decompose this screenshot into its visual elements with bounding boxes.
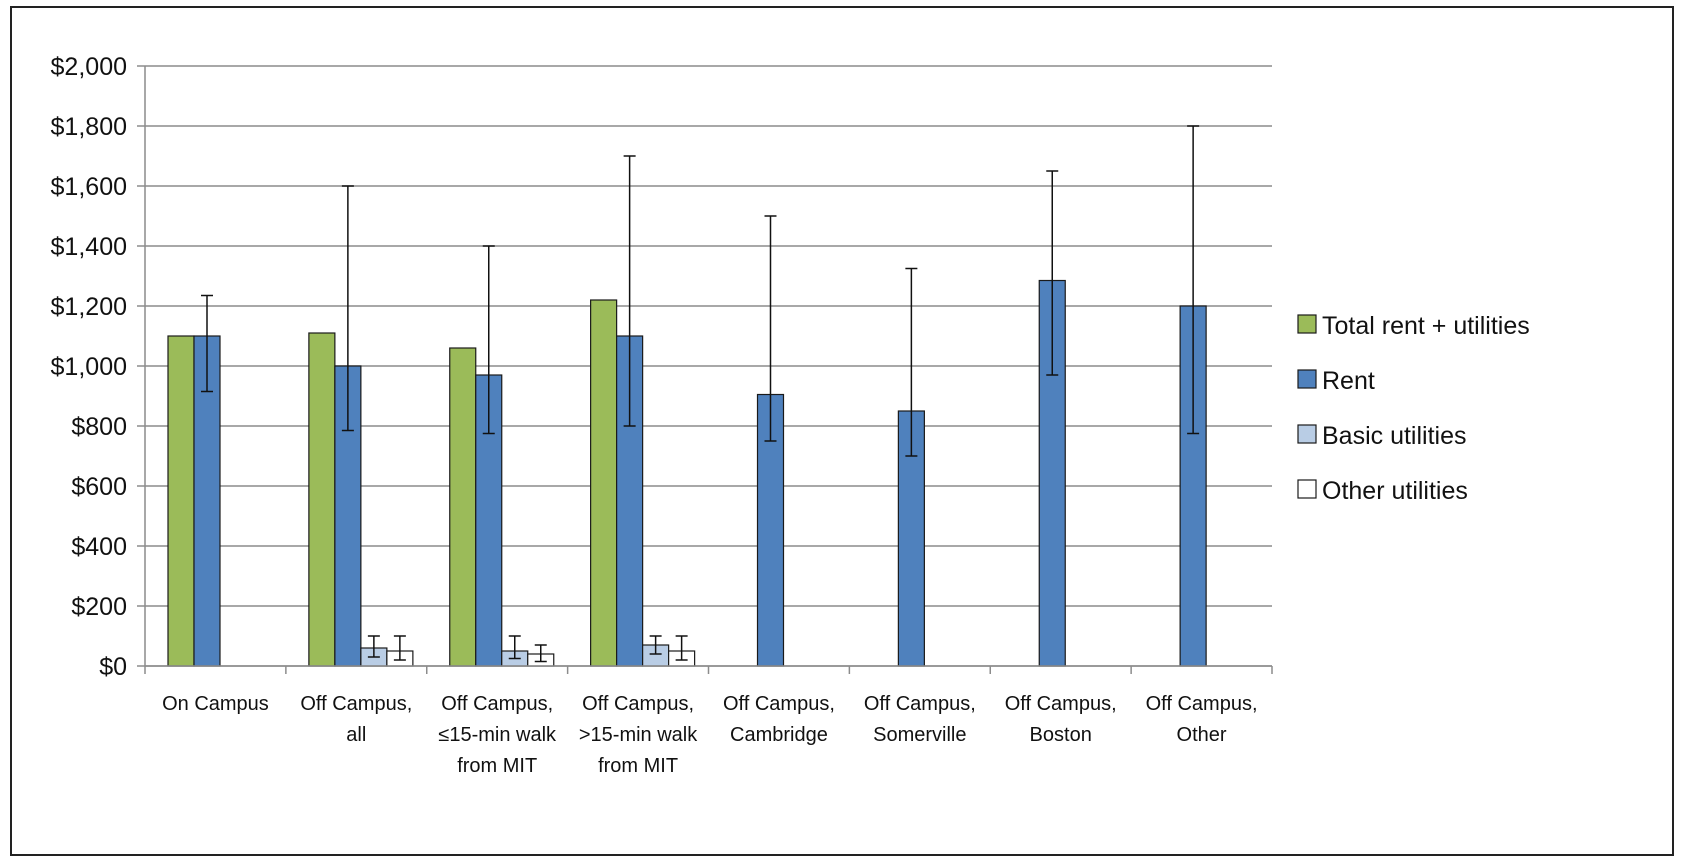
legend-swatch [1297,314,1317,334]
bar-total-rent-utilities [590,299,618,667]
x-category-label: Off Campus, [864,693,976,715]
x-category-label: >15-min walk [579,724,698,746]
x-category-label: Off Campus, [723,693,835,715]
legend-label: Rent [1322,367,1375,395]
x-category-label: Boston [1030,724,1092,746]
legend-label: Basic utilities [1322,422,1467,450]
y-tick-label: $1,000 [51,353,127,381]
bar-total-rent-utilities [308,332,336,667]
x-category-label: ≤15-min walk [438,724,557,746]
x-category-label: all [346,724,366,746]
x-category-label: Off Campus, [582,693,694,715]
x-category-label: from MIT [457,755,537,777]
error-bars [201,125,1200,663]
x-category-label: Off Campus, [1146,693,1258,715]
y-tick-label: $1,200 [51,293,127,321]
chart-frame [10,6,1674,856]
bar-total-rent-utilities [167,335,195,667]
x-category-label: On Campus [162,693,269,715]
x-category-label: Cambridge [730,724,828,746]
y-tick-label: $1,400 [51,233,127,261]
legend-swatch [1297,479,1317,499]
bars [167,279,1207,667]
legend-label: Other utilities [1322,477,1468,505]
x-category-label: Off Campus, [1005,693,1117,715]
y-tick-label: $1,800 [51,113,127,141]
x-category-label: Somerville [873,724,966,746]
x-category-label: from MIT [598,755,678,777]
y-tick-label: $2,000 [51,53,127,81]
x-category-label: Off Campus, [441,693,553,715]
y-tick-label: $200 [71,593,127,621]
y-tick-label: $0 [99,653,127,681]
y-tick-label: $600 [71,473,127,501]
axes: $0 $200 $400 $600 $800 $1,000 $1,200 $1,400 $1,6… [51,53,1273,777]
legend-label: Total rent + utilities [1322,312,1530,340]
bar-total-rent-utilities [449,347,477,667]
legend-swatch [1297,369,1317,389]
x-category-label: Off Campus, [300,693,412,715]
x-category-label: Other [1177,724,1227,746]
legend: Total rent + utilities Rent Basic utilitie… [1297,312,1530,505]
y-tick-label: $800 [71,413,127,441]
legend-swatch [1297,424,1317,444]
y-tick-label: $1,600 [51,173,127,201]
y-tick-label: $400 [71,533,127,561]
